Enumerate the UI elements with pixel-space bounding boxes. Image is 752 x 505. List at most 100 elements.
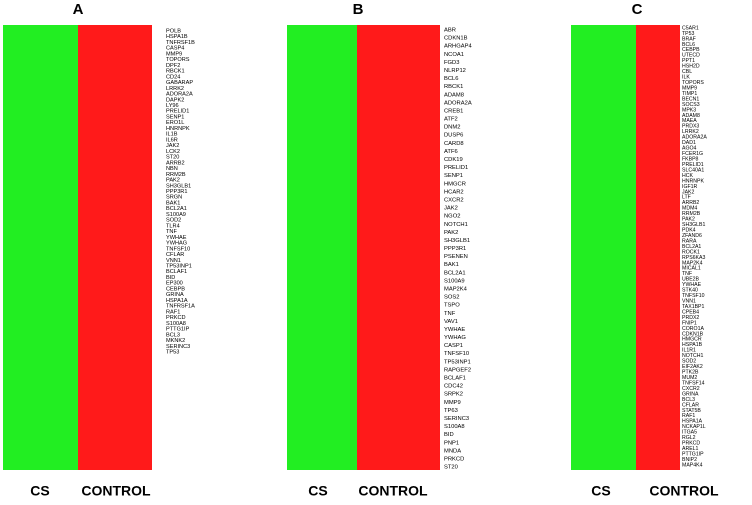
gene-label: DUSP6: [444, 133, 463, 139]
gene-label: ADORA2A: [444, 100, 472, 106]
gene-label: RAF1: [682, 413, 695, 419]
gene-label: CBL: [682, 69, 692, 75]
cs-column: [287, 25, 357, 470]
gene-label: ADAM8: [682, 113, 700, 119]
gene-label: CEBPB: [166, 286, 185, 292]
gene-label: ARHGAP4: [444, 44, 472, 50]
gene-label: HSPA1B: [682, 342, 703, 348]
gene-label: ARRB2: [166, 160, 185, 166]
gene-label: PPP3R1: [166, 189, 187, 195]
column-label: CONTROL: [649, 483, 719, 499]
gene-label: RBCK1: [444, 84, 463, 90]
gene-label: TP53: [166, 349, 179, 355]
gene-label: EIF2AK2: [682, 364, 703, 370]
gene-label: FGD3: [444, 60, 459, 66]
gene-label: YWHAG: [444, 335, 466, 341]
gene-label: CDKN1B: [682, 331, 704, 337]
gene-label: YWHAE: [444, 327, 465, 333]
gene-label: STK40: [682, 288, 698, 294]
gene-label: JAK2: [682, 189, 695, 195]
gene-label: PSENEN: [444, 254, 468, 260]
gene-label: TNF: [444, 311, 456, 317]
gene-label: ST20: [444, 465, 458, 471]
gene-label: TIMP1: [682, 91, 697, 97]
gene-label: CDC42: [444, 384, 463, 390]
column-label: CS: [591, 483, 610, 499]
gene-label: IL6R: [166, 137, 178, 143]
gene-label: NBN: [166, 166, 178, 172]
gene-label: PAK2: [166, 178, 180, 184]
gene-label: CPEB4: [682, 309, 699, 315]
gene-label: RPS6KA3: [682, 255, 705, 261]
gene-label: SRPK2: [444, 392, 463, 398]
gene-label: PRKCD: [682, 441, 700, 447]
gene-label: SERINC3: [444, 416, 469, 422]
gene-label: NLRP12: [444, 68, 466, 74]
gene-label: SOD2: [166, 218, 181, 224]
gene-label: S100A8: [166, 321, 186, 327]
gene-label: LCK2: [166, 149, 180, 155]
gene-label: CXCR2: [682, 386, 700, 392]
gene-label: BCL3: [166, 332, 180, 338]
gene-label: MMP9: [444, 400, 461, 406]
gene-label: RARA: [682, 238, 697, 244]
gene-label: YWHAE: [166, 235, 187, 241]
gene-label: BCL2A1: [166, 206, 187, 212]
gene-label: MICAL1: [682, 266, 701, 272]
gene-label: HCAR2: [444, 189, 464, 195]
gene-label: C5AR1: [682, 25, 699, 31]
gene-label: TOPORS: [166, 57, 190, 63]
gene-label: CEBPB: [682, 47, 700, 53]
gene-label: PTTG1IP: [166, 327, 190, 333]
gene-label: NGO2: [444, 214, 460, 220]
gene-label: POLB: [166, 28, 181, 34]
gene-label: TNF: [682, 271, 692, 277]
gene-label: TOPORS: [682, 80, 704, 86]
gene-label: MUM2: [682, 375, 697, 381]
gene-label: ADAM8: [444, 92, 464, 98]
gene-label: RRM2B: [166, 172, 186, 178]
gene-label: MAP2K4: [682, 260, 703, 266]
gene-label: TP53INP1: [166, 264, 192, 270]
gene-label: RAF1: [166, 309, 180, 315]
gene-label: ITGA5: [682, 430, 697, 436]
gene-label: TP53: [682, 31, 695, 37]
gene-label: TP63: [444, 408, 458, 414]
gene-label: IGF1R: [682, 184, 698, 190]
gene-label: DPF2: [166, 63, 180, 69]
gene-label: DAD1: [682, 140, 696, 146]
gene-label: HMGCR: [444, 181, 466, 187]
gene-label: ERO1L: [166, 120, 184, 126]
gene-label: VNN1: [166, 258, 181, 264]
column-label: CS: [30, 483, 49, 499]
gene-label: DNM2: [444, 125, 460, 131]
gene-label: IL1R1: [682, 348, 696, 354]
gene-label: PTK2B: [682, 370, 699, 376]
gene-label: CASP1: [444, 343, 463, 349]
gene-label: CREB1: [444, 108, 463, 114]
gene-label: ZFAND6: [682, 233, 702, 239]
gene-label: IL1B: [166, 132, 178, 138]
gene-label: PDK4: [682, 227, 696, 233]
gene-label: LTF: [682, 195, 691, 201]
gene-label: CFLAR: [682, 402, 699, 408]
gene-label: GRINA: [166, 292, 184, 298]
gene-label: STAT5B: [682, 408, 701, 414]
gene-label: LRRK2: [166, 86, 184, 92]
gene-label: ADORA2A: [682, 135, 707, 141]
gene-label: MAEA: [682, 118, 697, 124]
gene-label: DAPK2: [166, 97, 184, 103]
gene-label: ATF2: [444, 117, 458, 123]
gene-label: MKNK2: [166, 338, 185, 344]
gene-label: TNFSF10: [682, 293, 705, 299]
gene-label: TLR4: [166, 223, 180, 229]
gene-label: PRELID1: [166, 109, 189, 115]
gene-label: HMGCR: [682, 337, 702, 343]
gene-label: UTECD: [682, 53, 700, 59]
gene-label: LY96: [166, 103, 179, 109]
gene-label: NOTCH1: [682, 353, 703, 359]
gene-label: S100A8: [444, 424, 465, 430]
gene-label: SERINC3: [166, 344, 190, 350]
gene-label: MNDA: [444, 448, 461, 454]
gene-label: S100A9: [444, 278, 465, 284]
